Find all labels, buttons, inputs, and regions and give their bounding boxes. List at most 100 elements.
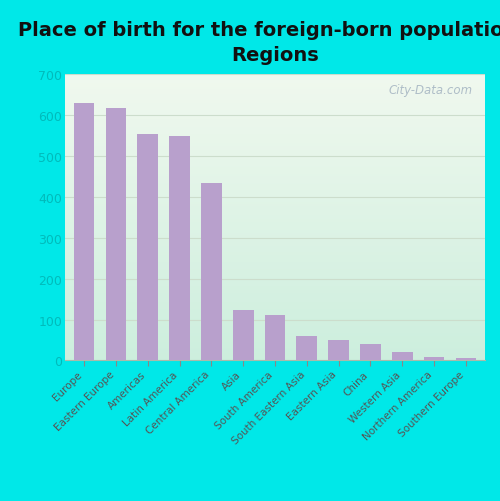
Bar xyxy=(65,345,485,346)
Bar xyxy=(65,359,485,361)
Bar xyxy=(65,145,485,146)
Bar xyxy=(65,139,485,141)
Bar xyxy=(65,251,485,252)
Bar xyxy=(65,346,485,348)
Bar xyxy=(65,295,485,297)
Bar xyxy=(264,315,285,361)
Bar xyxy=(65,299,485,301)
Bar xyxy=(65,118,485,119)
Bar xyxy=(65,128,485,129)
Bar xyxy=(65,239,485,241)
Bar xyxy=(65,277,485,278)
Bar xyxy=(65,315,485,317)
Text: City-Data.com: City-Data.com xyxy=(388,84,472,97)
Bar xyxy=(65,285,485,287)
Bar xyxy=(65,249,485,251)
Bar xyxy=(65,302,485,304)
Bar xyxy=(65,154,485,155)
Bar xyxy=(233,311,254,361)
Bar xyxy=(65,261,485,262)
Bar xyxy=(65,246,485,248)
Bar xyxy=(65,137,485,138)
Bar xyxy=(65,258,485,260)
Bar xyxy=(65,281,485,282)
Bar xyxy=(65,158,485,159)
Bar xyxy=(65,356,485,358)
Bar xyxy=(65,211,485,212)
Bar xyxy=(65,104,485,105)
Bar xyxy=(65,199,485,201)
Bar xyxy=(65,132,485,134)
Bar xyxy=(65,119,485,121)
Bar xyxy=(65,319,485,321)
Bar xyxy=(65,339,485,341)
Bar xyxy=(65,111,485,112)
Bar xyxy=(65,102,485,104)
Bar xyxy=(65,172,485,174)
Bar xyxy=(65,127,485,128)
Bar xyxy=(65,196,485,198)
Bar xyxy=(65,215,485,216)
Bar xyxy=(65,89,485,91)
Bar xyxy=(65,317,485,318)
Bar xyxy=(65,92,485,94)
Bar xyxy=(65,278,485,280)
Bar xyxy=(65,184,485,185)
Bar xyxy=(65,141,485,142)
Bar xyxy=(65,292,485,294)
Bar xyxy=(65,194,485,195)
Bar xyxy=(65,135,485,137)
Bar xyxy=(65,182,485,184)
Bar xyxy=(65,271,485,272)
Bar xyxy=(65,325,485,327)
Bar xyxy=(65,84,485,85)
Bar xyxy=(65,98,485,99)
Bar xyxy=(65,260,485,261)
Bar xyxy=(65,112,485,114)
Bar xyxy=(65,156,485,158)
Bar xyxy=(65,233,485,235)
Bar xyxy=(65,144,485,145)
Bar xyxy=(65,166,485,168)
Bar xyxy=(65,181,485,182)
Bar xyxy=(65,80,485,81)
Bar xyxy=(65,294,485,295)
Bar xyxy=(65,94,485,95)
Bar xyxy=(65,189,485,191)
Bar xyxy=(65,82,485,84)
Bar xyxy=(65,324,485,325)
Bar xyxy=(65,165,485,166)
Bar xyxy=(65,121,485,122)
Bar xyxy=(65,169,485,171)
Bar xyxy=(65,185,485,186)
Bar xyxy=(65,264,485,265)
Bar xyxy=(65,171,485,172)
Bar xyxy=(65,297,485,298)
Bar xyxy=(65,257,485,258)
Bar xyxy=(65,312,485,314)
Bar xyxy=(65,205,485,206)
Bar xyxy=(65,268,485,270)
Bar xyxy=(65,81,485,82)
Bar xyxy=(65,175,485,176)
Bar xyxy=(65,321,485,322)
Bar xyxy=(65,198,485,199)
Bar xyxy=(65,322,485,324)
Bar xyxy=(201,183,222,361)
Bar xyxy=(65,243,485,245)
Bar xyxy=(65,218,485,219)
Bar xyxy=(65,186,485,188)
Bar xyxy=(65,75,485,77)
Bar xyxy=(65,146,485,148)
Bar xyxy=(65,314,485,315)
Bar xyxy=(65,115,485,117)
Bar xyxy=(65,355,485,356)
Bar xyxy=(360,344,381,361)
Bar xyxy=(65,95,485,97)
Bar xyxy=(65,138,485,139)
Bar xyxy=(65,291,485,292)
Bar xyxy=(65,206,485,208)
Bar xyxy=(65,176,485,178)
Bar xyxy=(65,168,485,169)
Bar xyxy=(65,304,485,305)
